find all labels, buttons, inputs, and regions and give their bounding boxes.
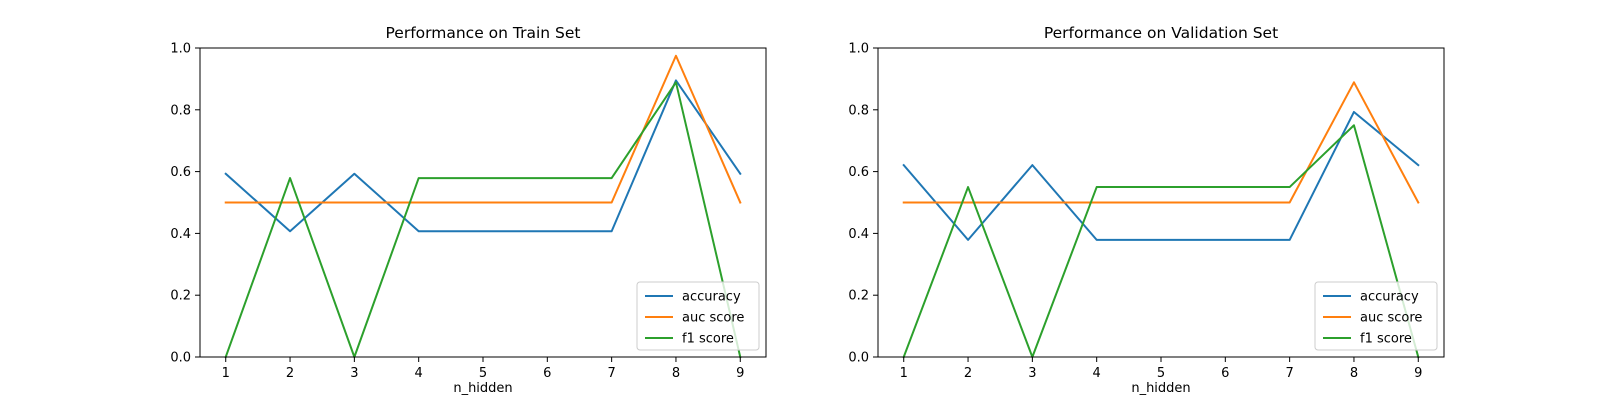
y-tick-label: 1.0 [170, 42, 191, 57]
series-line-auc-score [224, 54, 742, 204]
x-tick-label: 1 [900, 366, 908, 381]
x-tick-label: 7 [607, 366, 615, 381]
series-line-auc-score [902, 81, 1420, 204]
y-tick-label: 0.2 [170, 289, 191, 304]
legend-box [636, 281, 760, 351]
x-tick-label: 3 [1028, 366, 1036, 381]
legend-box [1314, 281, 1438, 351]
series-line-f1-score [224, 81, 742, 359]
y-tick-label: 0.4 [848, 227, 869, 242]
x-tick-label: 9 [1414, 366, 1422, 381]
y-tick-label: 0.0 [848, 351, 869, 366]
y-tick-label: 0.8 [170, 103, 191, 118]
x-axis-label: n_hidden [1131, 381, 1190, 396]
x-tick-label: 8 [1350, 366, 1358, 381]
legend-entry: f1 score [682, 332, 734, 347]
x-tick-label: 4 [415, 366, 423, 381]
series-line-accuracy [224, 79, 742, 233]
series-line-f1-score [902, 124, 1420, 359]
x-tick-label: 6 [1221, 366, 1229, 381]
y-tick-label: 0.0 [170, 351, 191, 366]
legend-entry: auc score [1360, 311, 1422, 326]
legend: accuracy auc score f1 score [636, 281, 760, 351]
chart-2: Performance on Validation Set 1 2 3 4 5 6 7 8 9 0.… [848, 24, 1445, 396]
x-tick-label: 7 [1285, 366, 1293, 381]
x-tick-label: 2 [964, 366, 972, 381]
x-tick-label: 9 [736, 366, 744, 381]
x-tick-label: 3 [350, 366, 358, 381]
chart-1: Performance on Train Set 1 2 3 4 5 6 7 8 9 0.0 0.2 0… [170, 24, 767, 396]
x-tick-label: 5 [1157, 366, 1165, 381]
series-line-accuracy [902, 110, 1420, 241]
x-tick-label: 1 [222, 366, 230, 381]
y-tick-label: 0.8 [848, 103, 869, 118]
x-tick-label: 6 [543, 366, 551, 381]
x-tick-label: 2 [286, 366, 294, 381]
legend-entry: accuracy [682, 290, 741, 305]
y-tick-label: 1.0 [848, 42, 869, 57]
y-tick-label: 0.6 [170, 165, 191, 180]
chart-title: Performance on Train Set [386, 24, 581, 42]
x-tick-label: 4 [1093, 366, 1101, 381]
x-tick-label: 5 [479, 366, 487, 381]
legend-entry: accuracy [1360, 290, 1419, 305]
y-tick-label: 0.2 [848, 289, 869, 304]
x-axis-label: n_hidden [453, 381, 512, 396]
legend-entry: f1 score [1360, 332, 1412, 347]
y-tick-label: 0.4 [170, 227, 191, 242]
legend: accuracy auc score f1 score [1314, 281, 1438, 351]
chart-title: Performance on Validation Set [1044, 24, 1278, 42]
x-tick-label: 8 [672, 366, 680, 381]
y-tick-label: 0.6 [848, 165, 869, 180]
legend-entry: auc score [682, 311, 744, 326]
